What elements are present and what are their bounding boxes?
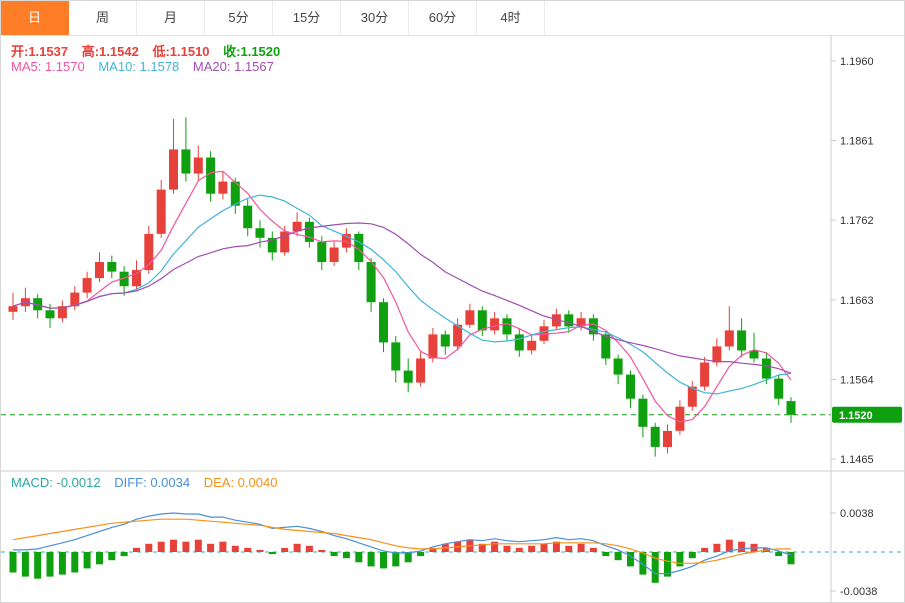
ohlc-high: 高:1.1542 (81, 44, 139, 59)
tab-5min[interactable]: 5分 (205, 1, 273, 35)
macd-axis-labels: 0.0038 -0.0038 (831, 508, 877, 598)
tab-4hour[interactable]: 4时 (477, 1, 545, 35)
svg-text:1.1861: 1.1861 (840, 136, 874, 148)
ma20-value: MA20: 1.1567 (192, 59, 274, 74)
svg-text:1.1465: 1.1465 (840, 454, 874, 466)
current-price-tag: 1.1520 (832, 406, 902, 423)
svg-text:1.1564: 1.1564 (840, 374, 874, 386)
ohlc-close: 收:1.1520 (223, 44, 281, 59)
candlestick-series (8, 117, 796, 457)
macd-diff-line (13, 512, 792, 575)
ma-lines (12, 170, 792, 423)
tab-day[interactable]: 日 (1, 1, 69, 35)
tab-month[interactable]: 月 (137, 1, 205, 35)
tab-week[interactable]: 周 (69, 1, 137, 35)
macd-dea-line (12, 518, 791, 564)
chart-area: 1.1960 1.1861 1.1762 1.1663 1.1564 1.1465 1.15… (1, 35, 905, 603)
ma-legend: MA5: 1.1570 MA10: 1.1578 MA20: 1.1567 (11, 59, 284, 74)
svg-text:1.1960: 1.1960 (840, 56, 874, 68)
ohlc-legend: 开:1.1537 高:1.1542 低:1.1510 收:1.1520 (11, 41, 290, 60)
dea-value: DEA: 0.0040 (203, 475, 278, 490)
ma10-value: MA10: 1.1578 (98, 59, 180, 74)
diff-value: DIFF: 0.0034 (114, 475, 191, 490)
svg-text:1.1762: 1.1762 (840, 215, 874, 227)
ma5-value: MA5: 1.1570 (11, 59, 85, 74)
ohlc-open: 开:1.1537 (11, 44, 69, 59)
macd-value: MACD: -0.0012 (11, 475, 101, 490)
svg-text:0.0038: 0.0038 (840, 508, 874, 520)
svg-text:1.1520: 1.1520 (839, 410, 873, 422)
ohlc-low: 低:1.1510 (152, 44, 210, 59)
timeframe-tabbar: 日 周 月 5分 15分 30分 60分 4时 (1, 1, 904, 36)
macd-legend: MACD: -0.0012 DIFF: 0.0034 DEA: 0.0040 (11, 475, 287, 490)
tab-60min[interactable]: 60分 (409, 1, 477, 35)
price-axis-labels: 1.1960 1.1861 1.1762 1.1663 1.1564 1.1465 (831, 56, 874, 466)
tab-15min[interactable]: 15分 (273, 1, 341, 35)
macd-histogram (9, 539, 795, 583)
tab-30min[interactable]: 30分 (341, 1, 409, 35)
svg-text:-0.0038: -0.0038 (840, 586, 877, 598)
svg-text:1.1663: 1.1663 (840, 295, 874, 307)
price-chart-svg[interactable]: 1.1960 1.1861 1.1762 1.1663 1.1564 1.1465 1.15… (1, 35, 905, 603)
